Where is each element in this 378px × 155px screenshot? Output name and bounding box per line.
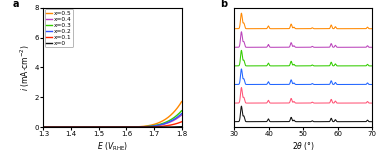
- x=0.3: [175, 114, 180, 116]
- x=0.4: [180, 114, 184, 116]
- Text: a: a: [13, 0, 20, 9]
- x=0.4: [175, 117, 180, 119]
- x=0.5: [175, 107, 180, 108]
- x=0.1: [180, 121, 184, 123]
- x=0.2: [150, 125, 155, 127]
- Legend: x=0.5, x=0.4, x=0.3, x=0.2, x=0.1, x=0: x=0.5, x=0.4, x=0.3, x=0.2, x=0.1, x=0: [45, 9, 73, 47]
- X-axis label: $E$ ($V_{\mathregular{RHE}}$): $E$ ($V_{\mathregular{RHE}}$): [97, 140, 128, 153]
- x=0: [175, 126, 180, 128]
- x=0.4: [175, 117, 180, 119]
- x=0.1: [175, 122, 180, 124]
- X-axis label: 2$\theta$ (°): 2$\theta$ (°): [292, 140, 315, 152]
- x=0.5: [105, 126, 109, 128]
- x=0.1: [150, 126, 155, 128]
- Text: b: b: [220, 0, 228, 9]
- x=0.3: [105, 126, 109, 128]
- x=0.1: [48, 126, 53, 128]
- x=0.3: [150, 125, 155, 127]
- x=0.3: [41, 126, 46, 128]
- x=0: [41, 126, 46, 128]
- x=0.2: [175, 116, 180, 118]
- x=0.2: [108, 126, 113, 128]
- x=0: [175, 126, 180, 128]
- x=0.5: [108, 126, 113, 128]
- x=0.5: [41, 126, 46, 128]
- x=0.1: [105, 126, 109, 128]
- x=0.5: [180, 101, 184, 103]
- Y-axis label: $i$ (mA$\cdot$cm$^{-2}$): $i$ (mA$\cdot$cm$^{-2}$): [19, 44, 32, 91]
- Line: x=0.5: x=0.5: [43, 102, 182, 127]
- x=0.4: [108, 126, 113, 128]
- Line: x=0.1: x=0.1: [43, 122, 182, 127]
- x=0.2: [175, 116, 180, 118]
- Line: x=0.2: x=0.2: [43, 114, 182, 127]
- x=0: [105, 126, 109, 128]
- x=0.2: [41, 126, 46, 128]
- x=0.4: [41, 126, 46, 128]
- x=0.5: [150, 124, 155, 126]
- x=0.1: [108, 126, 113, 128]
- Line: x=0.4: x=0.4: [43, 115, 182, 127]
- x=0.1: [175, 122, 180, 124]
- x=0.2: [105, 126, 109, 128]
- x=0.3: [175, 114, 180, 116]
- x=0.5: [48, 126, 53, 128]
- x=0.3: [48, 126, 53, 128]
- x=0.4: [105, 126, 109, 128]
- x=0.5: [175, 107, 180, 108]
- x=0: [108, 126, 113, 128]
- x=0: [180, 126, 184, 128]
- x=0.1: [41, 126, 46, 128]
- x=0.4: [150, 125, 155, 127]
- x=0.2: [48, 126, 53, 128]
- x=0: [48, 126, 53, 128]
- x=0.3: [108, 126, 113, 128]
- x=0.3: [180, 110, 184, 112]
- Line: x=0.3: x=0.3: [43, 111, 182, 127]
- x=0.2: [180, 113, 184, 115]
- x=0.4: [48, 126, 53, 128]
- x=0: [150, 126, 155, 128]
